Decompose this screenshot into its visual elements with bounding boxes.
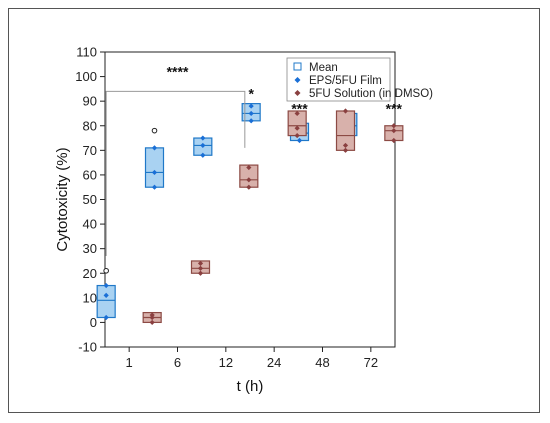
data-point (151, 145, 158, 151)
data-point (197, 260, 204, 267)
data-point (342, 147, 349, 153)
y-tick-label: 60 (83, 167, 97, 182)
data-point (391, 123, 397, 129)
data-point (294, 125, 300, 131)
y-tick-label: 70 (83, 143, 97, 158)
y-tick-label: 50 (83, 192, 97, 207)
significance-label: *** (386, 100, 403, 116)
x-tick-label: 48 (315, 355, 329, 370)
box-film (96, 284, 116, 319)
data-point (248, 118, 254, 124)
legend-marker (294, 77, 301, 83)
data-point (391, 137, 397, 144)
y-tick-label: 110 (76, 45, 97, 60)
outlier-point (151, 127, 158, 134)
y-tick-label: 90 (83, 94, 97, 109)
y-axis-title: Cytotoxicity (%) (54, 147, 71, 251)
x-axis-title: t (h) (237, 378, 264, 395)
significance-bracket (105, 90, 246, 257)
data-point (200, 152, 206, 158)
legend-mean-label: Mean (309, 62, 338, 74)
data-point (246, 164, 252, 171)
legend-mean-icon (293, 62, 302, 71)
y-tick-label: 30 (83, 241, 97, 256)
y-tick-label: -10 (78, 340, 97, 355)
data-point (391, 128, 397, 134)
legend-label: EPS/5FU Film (309, 75, 382, 87)
boxes (96, 103, 404, 326)
data-point (197, 265, 204, 271)
box-film (144, 147, 165, 188)
legend-label: 5FU Solution (in DMSO) (309, 88, 433, 100)
data-point (342, 108, 349, 114)
axes: -10 0 10 20 30 40 50 60 70 80 90 100 110 1 6 12 24 48 72 t … (54, 45, 396, 395)
data-point (197, 270, 204, 276)
legend-marker (294, 90, 301, 96)
y-tick-label: 10 (83, 290, 97, 305)
data-point (294, 110, 300, 117)
y-tick-label: 20 (83, 266, 97, 281)
x-tick-label: 6 (174, 355, 181, 370)
data-point (246, 184, 252, 190)
x-tick-label: 24 (267, 355, 281, 370)
data-point (149, 319, 155, 326)
y-tick-label: 80 (83, 118, 97, 133)
x-tick-label: 1 (126, 355, 133, 370)
legend-box (286, 57, 391, 102)
data-point (149, 312, 155, 318)
data-point (200, 142, 206, 149)
y-tick-label: 40 (83, 217, 97, 232)
outlier-point (103, 267, 109, 274)
data-point (103, 292, 109, 298)
data-point (200, 135, 206, 141)
data-point (248, 103, 254, 109)
x-tick-label: 72 (364, 355, 378, 370)
y-tick-label: 0 (90, 315, 97, 330)
significance-label: * (248, 86, 254, 102)
significance-label: *** (291, 100, 308, 116)
figure-frame (8, 8, 540, 413)
data-point (151, 169, 158, 176)
y-tick-label: 100 (75, 69, 97, 84)
data-point (246, 177, 252, 183)
data-point (151, 184, 158, 190)
data-point (103, 314, 109, 321)
data-point (296, 137, 303, 144)
data-point (342, 142, 349, 149)
data-point (103, 282, 109, 289)
significance-label: **** (167, 64, 189, 80)
data-point (248, 110, 254, 117)
x-tick-label: 12 (219, 355, 233, 370)
data-point (294, 132, 300, 139)
